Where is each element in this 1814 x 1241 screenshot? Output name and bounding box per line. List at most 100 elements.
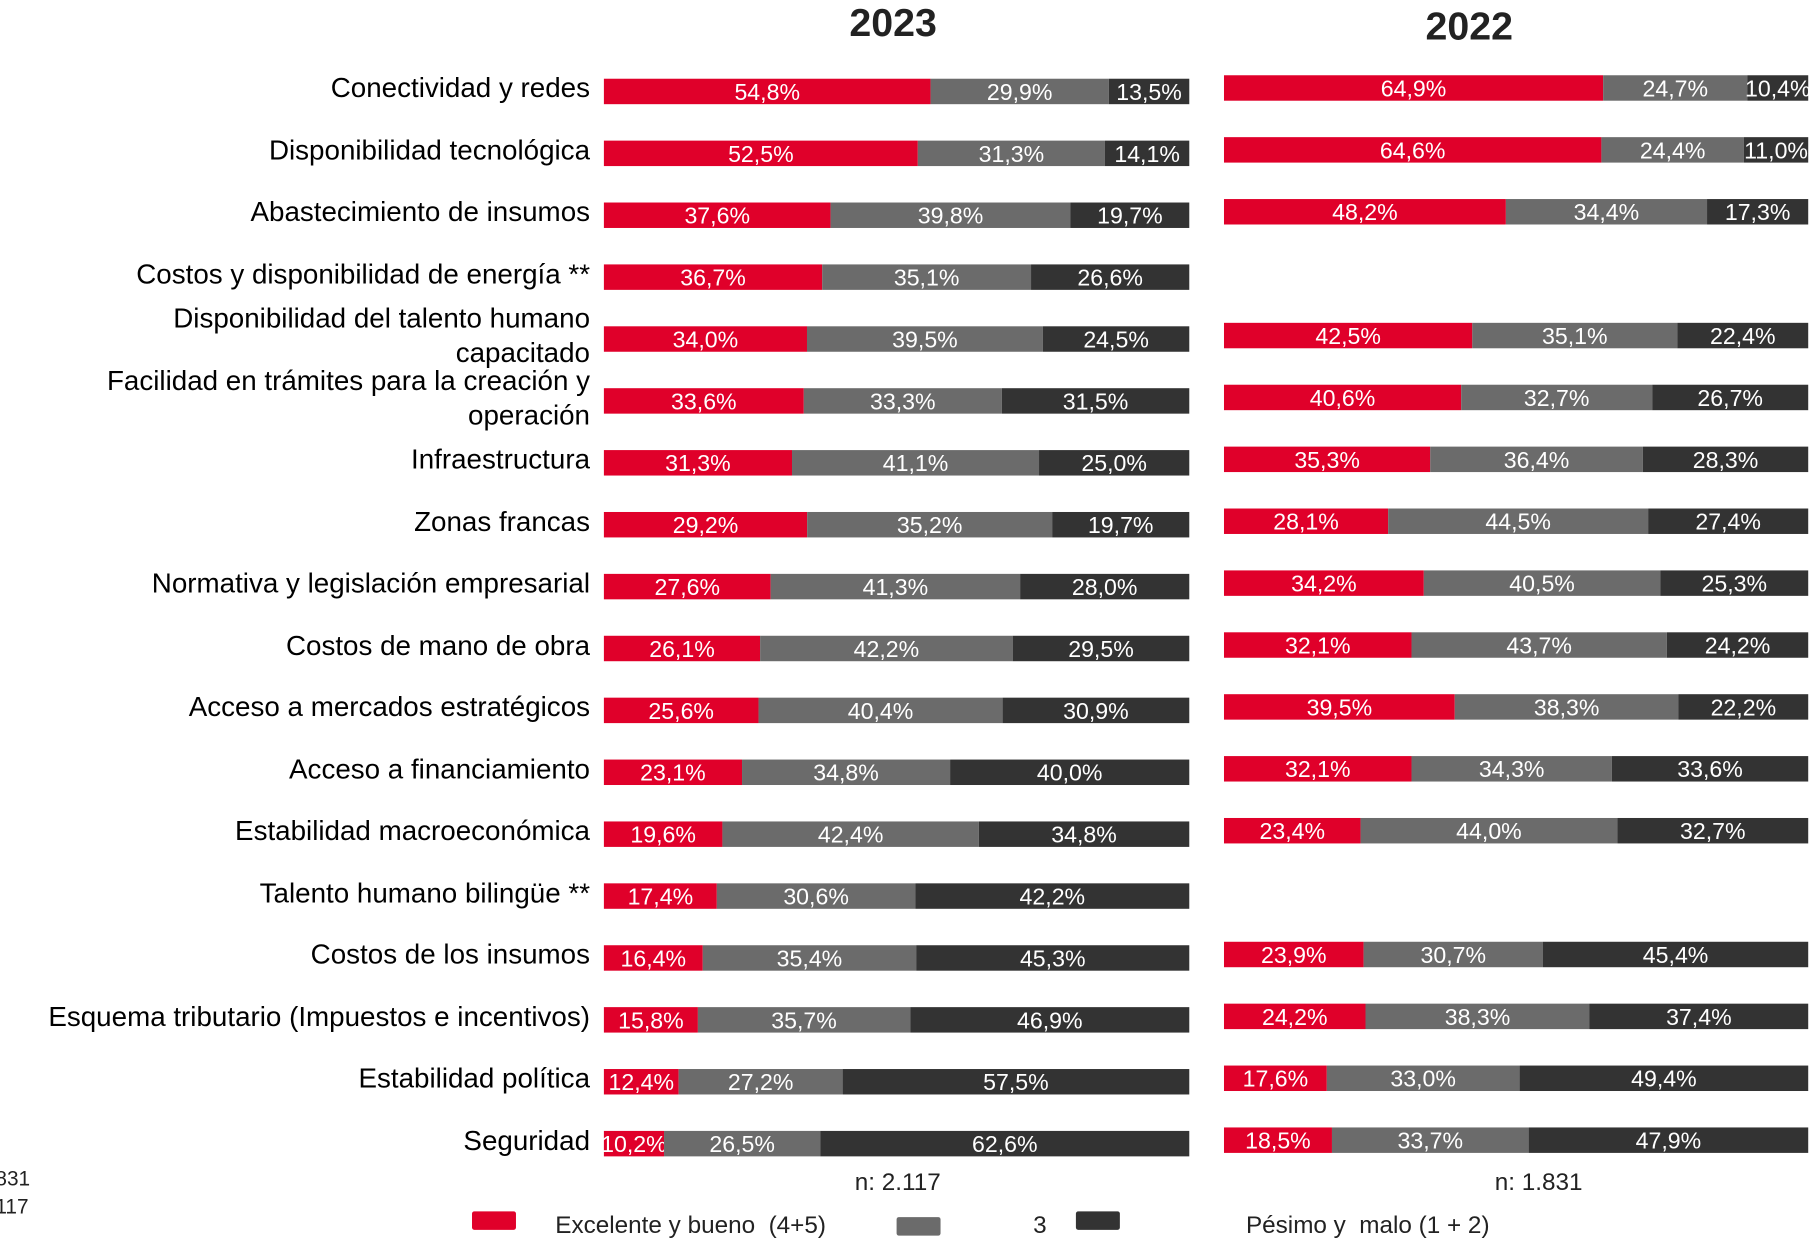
value-label: 64,9% <box>1381 75 1447 101</box>
bar-segment <box>1747 75 1809 101</box>
value-label: 39,8% <box>918 203 984 229</box>
value-label: 19,7% <box>1097 203 1163 229</box>
bar-segment <box>1223 446 1431 473</box>
bar-segment <box>603 511 808 538</box>
value-label: 29,5% <box>1068 636 1134 662</box>
value-label: 31,3% <box>979 141 1045 167</box>
bar-segment <box>1002 697 1190 724</box>
bar-segment <box>603 573 771 600</box>
bar-segment <box>722 821 979 847</box>
value-label: 33,6% <box>671 388 737 414</box>
category-label-box: Seguridad <box>463 1125 590 1156</box>
category-label: Infraestructura <box>411 444 591 476</box>
value-label: 54,8% <box>734 79 800 105</box>
value-label: 32,7% <box>1524 385 1590 411</box>
bar-segment <box>1223 1065 1327 1092</box>
bar-segment <box>1642 446 1809 473</box>
bar-segment <box>806 326 1043 352</box>
bar-segment <box>603 697 759 724</box>
legend-swatch <box>472 1211 516 1230</box>
value-label: 35,7% <box>771 1007 837 1033</box>
value-label: 34,2% <box>1291 571 1357 597</box>
value-label: 24,2% <box>1705 632 1771 658</box>
bar-segment <box>950 759 1190 786</box>
value-label: 22,4% <box>1710 323 1776 349</box>
legend-swatch <box>1075 1211 1120 1230</box>
bar-segment <box>978 821 1190 847</box>
bar-segment <box>1331 1127 1529 1153</box>
category-label-box: Zonas francas <box>414 506 590 537</box>
value-label: 35,3% <box>1294 447 1360 473</box>
category-label: Esquema tributario (Impuestos e incentiv… <box>48 1001 591 1033</box>
value-label: 19,7% <box>1088 512 1154 538</box>
bar-segment <box>1678 694 1809 720</box>
value-label: 16,4% <box>621 945 687 971</box>
bar-segment <box>1528 1127 1809 1153</box>
value-label: 28,3% <box>1693 447 1759 473</box>
value-label: 45,4% <box>1643 942 1709 968</box>
fragment: 117 <box>0 1195 29 1218</box>
bar-segment <box>1666 632 1809 658</box>
value-label: 42,4% <box>818 822 884 848</box>
bar-segment <box>1648 508 1809 534</box>
value-label: 49,4% <box>1631 1066 1697 1092</box>
bar-segment <box>760 635 1013 662</box>
category-label: Estabilidad macroeconómica <box>235 815 591 847</box>
value-label: 24,2% <box>1262 1004 1328 1030</box>
bar-segment <box>702 945 917 971</box>
value-label: 36,7% <box>680 265 746 291</box>
note: n: 1.831 <box>1495 1169 1583 1196</box>
bar-segment <box>1223 508 1389 534</box>
category-label: Costos de mano de obra <box>285 629 591 662</box>
bar-segment <box>742 759 951 786</box>
chart-title: 2023 <box>849 1 937 45</box>
category-label-box: Estabilidad política <box>358 1063 590 1094</box>
bar-segment <box>603 759 743 786</box>
category-label-box: Conectividad y redes <box>330 72 591 105</box>
bar-segment <box>1223 694 1455 720</box>
bar-segment <box>1677 322 1809 349</box>
chart-title: 2022 <box>1425 4 1512 48</box>
value-label: 29,2% <box>673 512 739 538</box>
value-label: 24,7% <box>1643 75 1709 101</box>
bar-segment <box>807 511 1053 538</box>
category-label-box: Abastecimiento de insumos <box>250 197 590 228</box>
bar-segment <box>822 264 1032 290</box>
bar-segment <box>697 1007 911 1033</box>
value-label: 42,2% <box>1020 883 1086 909</box>
legend-label: Excelente y bueno (4+5) <box>555 1212 826 1239</box>
bar-segment <box>1743 137 1809 163</box>
value-label: 26,7% <box>1697 385 1763 411</box>
bar-segment <box>1223 75 1604 101</box>
value-label: 31,5% <box>1063 388 1129 414</box>
value-label: 40,0% <box>1037 760 1103 786</box>
category-label: Acceso a mercados estratégicos <box>188 691 591 724</box>
value-label: 28,0% <box>1072 574 1138 600</box>
bar-segment <box>917 140 1105 167</box>
bar-segment <box>1542 941 1809 968</box>
bar-segment <box>830 202 1071 228</box>
bar-segment <box>1430 446 1643 473</box>
value-label: 18,5% <box>1245 1128 1311 1154</box>
bar-segment <box>603 635 761 662</box>
bar-segment <box>1223 322 1473 349</box>
value-label: 26,6% <box>1077 265 1143 291</box>
value-label: 32,1% <box>1285 756 1351 782</box>
bar-segment <box>1012 635 1190 662</box>
category-label: Conectividad y redes <box>330 72 591 105</box>
bar-segment <box>603 326 807 352</box>
value-label: 46,9% <box>1017 1007 1083 1033</box>
value-label: 35,4% <box>777 945 843 971</box>
bar-segment <box>1461 384 1653 411</box>
bar-segment <box>1223 1127 1332 1153</box>
bar-segment <box>770 573 1021 600</box>
value-label: 25,3% <box>1702 571 1768 597</box>
value-label: 19,6% <box>630 822 696 848</box>
value-label: 23,4% <box>1259 818 1325 844</box>
value-label: 17,4% <box>628 883 694 909</box>
value-label: 15,8% <box>618 1007 684 1033</box>
value-label: 34,3% <box>1479 756 1545 782</box>
value-label: 29,9% <box>987 79 1053 105</box>
bar-segment <box>603 1007 698 1033</box>
bar-segment <box>1031 264 1190 290</box>
